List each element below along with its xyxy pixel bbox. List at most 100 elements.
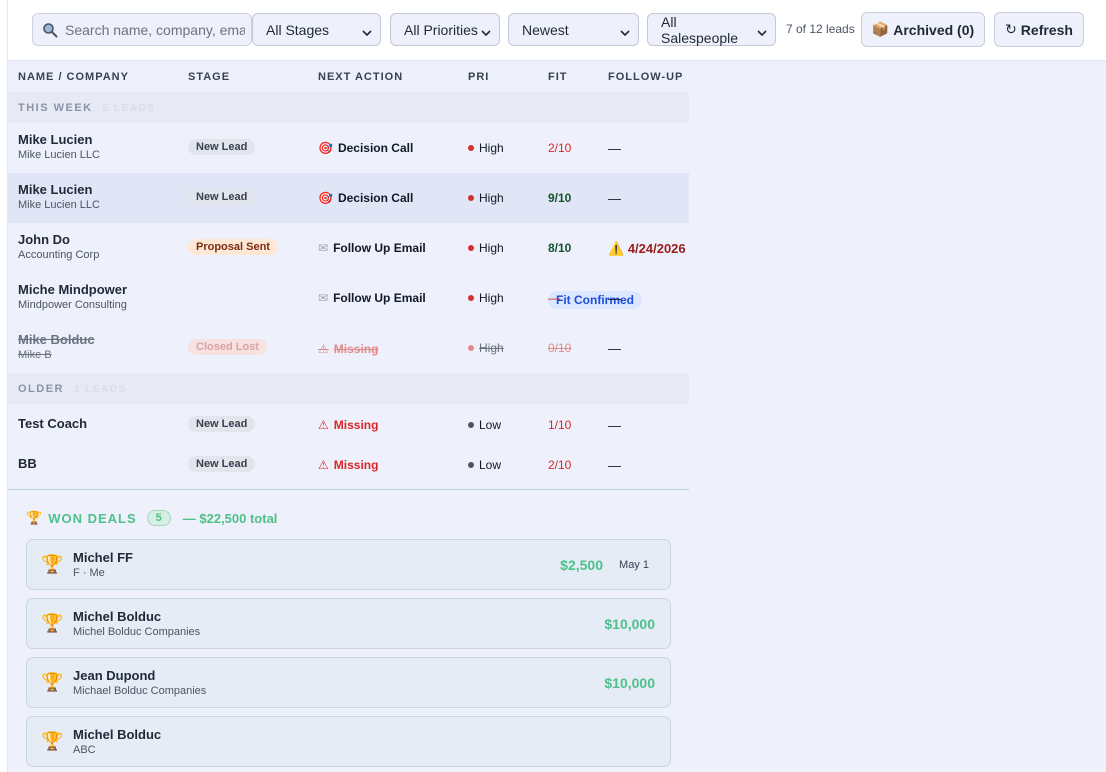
column-header-priority[interactable]: PRI	[468, 71, 490, 83]
deal-name: Michel FF	[73, 550, 133, 565]
search-input[interactable]	[65, 21, 245, 38]
won-deals-count: 5	[146, 510, 171, 526]
salesperson-filter-select[interactable]: All Salespeople	[647, 13, 776, 46]
deal-company: Michel Bolduc Companies	[73, 626, 201, 638]
column-header-follow-up[interactable]: FOLLOW-UP	[608, 71, 684, 83]
sort-select[interactable]: Newest	[508, 13, 639, 46]
won-deal-card[interactable]: 🏆 Michel FF F · Me $2,500 May 1	[26, 539, 671, 590]
deal-amount: $10,000	[604, 616, 655, 632]
archived-button-label: Archived (0)	[893, 21, 975, 38]
trophy-icon: 🏆	[41, 554, 64, 574]
table-row[interactable]: Miche Mindpower Mindpower Consulting Fit…	[8, 273, 689, 323]
fit-score: 9/10	[548, 191, 572, 205]
next-action: Missing	[333, 342, 379, 356]
chevron-down-icon	[620, 25, 630, 36]
follow-up: —	[608, 458, 621, 473]
lead-company: Mike Lucien LLC	[18, 149, 100, 161]
lead-name: Mike Bolduc	[18, 332, 95, 347]
next-action: Decision Call	[337, 141, 414, 155]
priority-label: Low	[479, 418, 502, 432]
follow-up: 4/24/2026	[627, 241, 686, 256]
archived-button[interactable]: 📦 Archived (0)	[861, 12, 985, 47]
priority-label: High	[479, 191, 504, 205]
sort-value: Newest	[522, 21, 569, 38]
won-deals-total: — $22,500 total	[182, 510, 278, 526]
won-deal-card[interactable]: 🏆 Michel Bolduc Michel Bolduc Companies …	[26, 598, 671, 649]
stage-badge: Fit Confirmed	[548, 291, 642, 309]
priority-dot	[468, 195, 474, 201]
search-box[interactable]	[32, 13, 252, 46]
fit-score: 0/10	[548, 341, 572, 355]
column-header-stage[interactable]: STAGE	[188, 71, 231, 83]
follow-up: —	[608, 418, 621, 433]
window-edge	[0, 0, 8, 772]
won-deal-card[interactable]: 🏆 Michel Bolduc ABC	[26, 716, 671, 767]
column-header-next-action[interactable]: NEXT ACTION	[318, 71, 404, 83]
trophy-icon: 🏆	[41, 613, 64, 633]
deal-name: Jean Dupond	[73, 668, 156, 683]
deal-date: May 1	[619, 559, 649, 571]
priority-label: High	[479, 141, 504, 155]
won-deals-header[interactable]: 🏆 WON DEALS 5 — $22,500 total	[26, 510, 277, 526]
fit-score: 2/10	[548, 141, 572, 155]
follow-up: —	[608, 341, 621, 356]
stage-badge: Closed Lost	[188, 339, 267, 355]
refresh-button[interactable]: ↻ Refresh	[994, 12, 1084, 47]
column-header-name[interactable]: NAME / COMPANY	[18, 71, 129, 83]
lead-name: Mike Lucien	[18, 132, 93, 147]
package-icon: 📦	[871, 21, 890, 37]
lead-name: Mike Lucien	[18, 182, 93, 197]
priority-filter-value: All Priorities	[404, 21, 478, 38]
chevron-down-icon	[481, 25, 491, 36]
lead-name: John Do	[18, 232, 70, 247]
priority-dot	[468, 422, 474, 428]
fit-score: —	[548, 291, 560, 305]
deal-company: Michael Bolduc Companies	[73, 685, 207, 697]
trophy-icon: 🏆	[41, 731, 64, 751]
column-header-fit[interactable]: FIT	[548, 71, 568, 83]
table-row[interactable]: Mike Lucien Mike Lucien LLC New Lead 🎯 De…	[8, 173, 689, 223]
won-deal-card[interactable]: 🏆 Jean Dupond Michael Bolduc Companies $…	[26, 657, 671, 708]
lead-company: Mike Lucien LLC	[18, 199, 100, 211]
group-label: OLDER	[18, 383, 64, 395]
next-action: Follow Up Email	[333, 241, 426, 255]
priority-dot	[468, 245, 474, 251]
won-deals-section: 🏆 WON DEALS 5 — $22,500 total 🏆 Michel F…	[8, 489, 689, 772]
group-count: 5 LEADS	[102, 103, 156, 114]
table-row[interactable]: Mike Lucien Mike Lucien LLC New Lead 🎯 De…	[8, 123, 689, 173]
table-row[interactable]: BB New Lead ⚠ Missing Low 2/10 —	[8, 444, 689, 484]
priority-label: High	[479, 291, 504, 305]
priority-label: High	[479, 241, 504, 255]
priority-dot	[468, 462, 474, 468]
next-action: Missing	[333, 418, 379, 432]
stage-badge: New Lead	[188, 416, 256, 432]
salesperson-filter-value: All Salespeople	[661, 13, 739, 46]
table-row[interactable]: Mike Bolduc Mike B Closed Lost ⚠ Missing …	[8, 323, 689, 373]
target-icon: 🎯	[318, 191, 333, 205]
stage-filter-value: All Stages	[266, 21, 330, 38]
deal-amount: $10,000	[604, 675, 655, 691]
search-icon	[41, 21, 59, 39]
warning-triangle-icon: ⚠	[318, 458, 329, 472]
priority-dot	[468, 145, 474, 151]
warning-triangle-icon: ⚠	[318, 418, 329, 432]
lead-count: 7 of 12 leads	[786, 22, 855, 36]
warning-triangle-icon: ⚠	[318, 342, 329, 356]
table-row[interactable]: John Do Accounting Corp Proposal Sent ✉ F…	[8, 223, 689, 273]
table-row[interactable]: Test Coach New Lead ⚠ Missing Low 1/10 —	[8, 404, 689, 444]
stage-badge: New Lead	[188, 456, 256, 472]
group-header-older: OLDER 2 LEADS	[8, 373, 689, 404]
stage-filter-select[interactable]: All Stages	[252, 13, 381, 46]
priority-filter-select[interactable]: All Priorities	[390, 13, 500, 46]
follow-up: —	[608, 191, 621, 206]
deal-name: Michel Bolduc	[73, 609, 162, 624]
refresh-button-label: Refresh	[1020, 21, 1073, 38]
won-deals-title: WON DEALS	[48, 510, 137, 526]
table-header: NAME / COMPANY STAGE NEXT ACTION PRI FIT…	[8, 61, 689, 92]
next-action: Missing	[333, 458, 379, 472]
priority-label: High	[479, 341, 504, 355]
priority-dot	[468, 295, 474, 301]
deal-amount: $2,500	[560, 557, 603, 573]
lead-company: Mike B	[18, 349, 52, 361]
fit-score: 1/10	[548, 418, 572, 432]
